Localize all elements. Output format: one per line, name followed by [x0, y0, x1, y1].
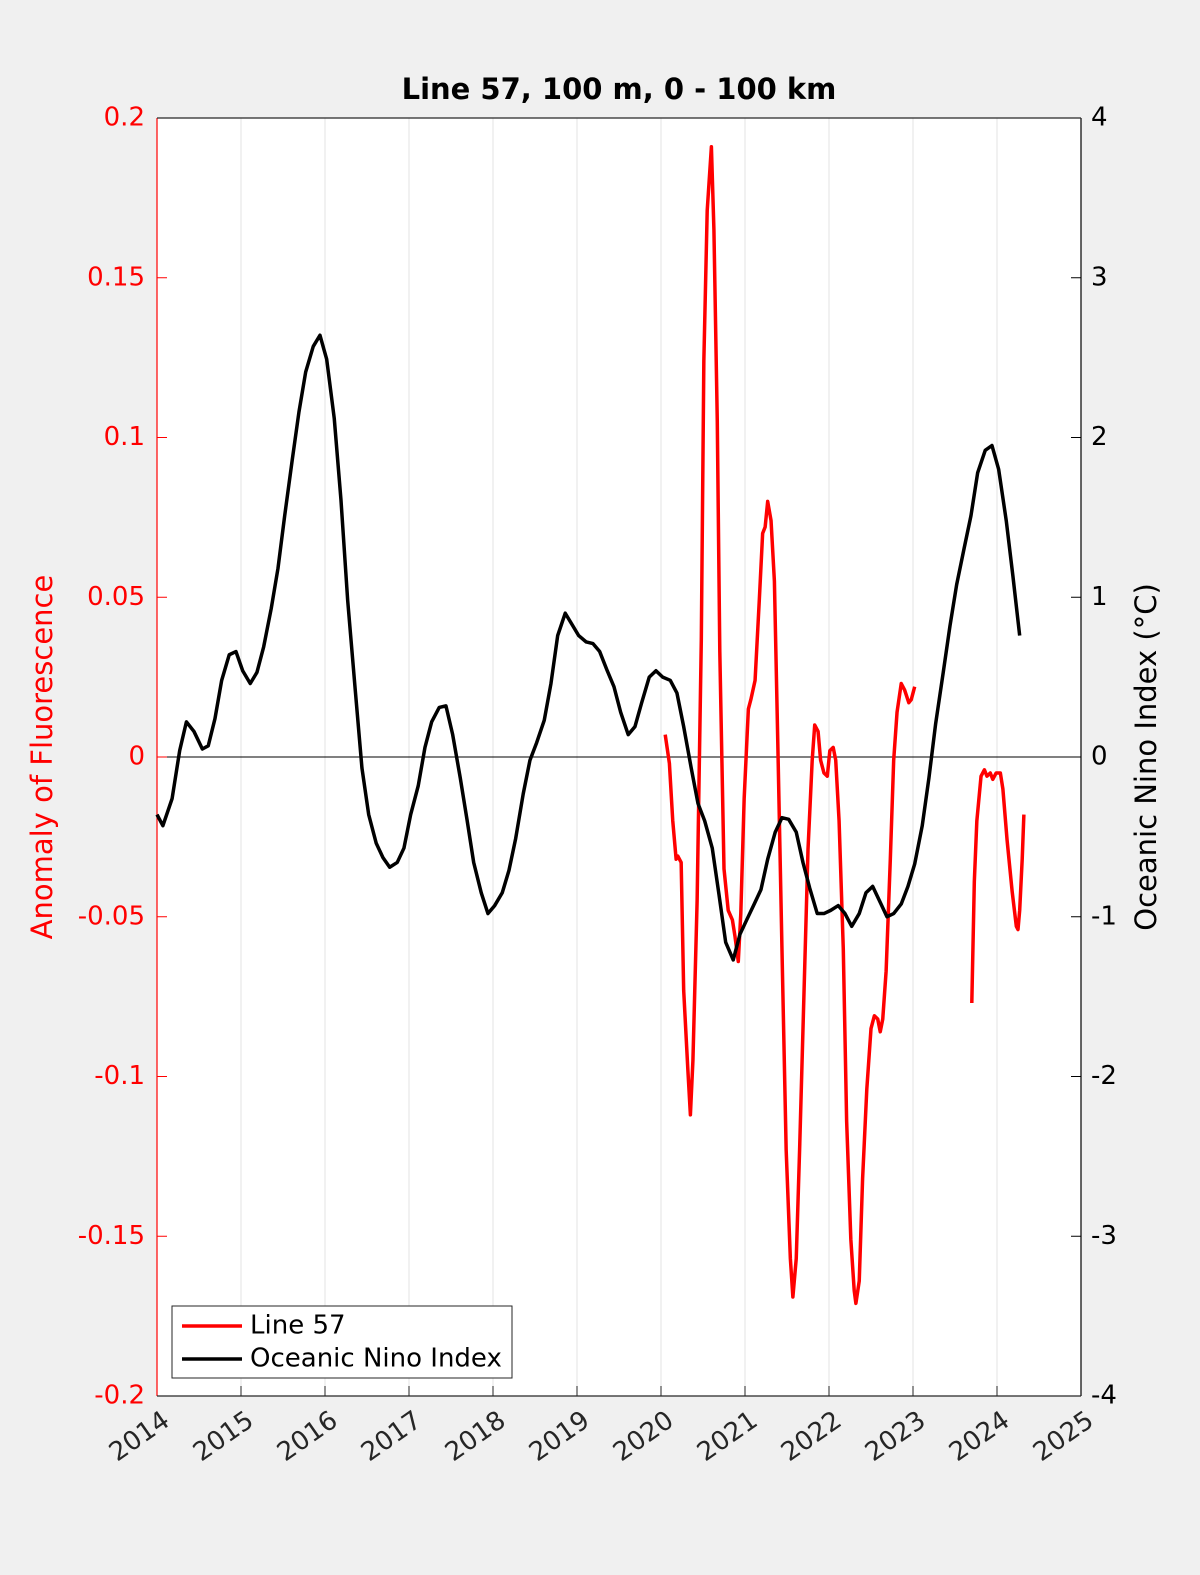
y2-tick-label: 3: [1091, 262, 1108, 292]
legend-box: [171, 1305, 513, 1379]
y-axis-label: Anomaly of Fluorescence: [25, 575, 59, 940]
y2-tick-label: 4: [1091, 103, 1108, 133]
y-tick-label: 0.2: [104, 103, 145, 133]
series-line: [663, 145, 1026, 1306]
x-tick-label: 2016: [272, 1405, 343, 1468]
series-line: [155, 333, 1022, 962]
y2-tick-label: -3: [1091, 1221, 1117, 1251]
x-tick-label: 2015: [188, 1405, 259, 1468]
x-tick-label: 2025: [1028, 1405, 1099, 1468]
y2-tick-label: -1: [1091, 901, 1117, 931]
y-tick-label: 0.1: [104, 422, 145, 452]
x-tick-label: 2017: [356, 1405, 427, 1468]
x-tick-label: 2021: [692, 1405, 763, 1468]
y2-tick-label: 0: [1091, 742, 1108, 772]
chart-title: Line 57, 100 m, 0 - 100 km: [402, 72, 837, 106]
y-tick-label: 0.15: [87, 262, 145, 292]
legend-label: Oceanic Nino Index: [250, 1344, 502, 1374]
x-tick-label: 2018: [440, 1405, 511, 1468]
x-tick-label: 2014: [104, 1405, 175, 1468]
y2-tick-label: 2: [1091, 422, 1108, 452]
y2-tick-label: 1: [1091, 582, 1108, 612]
y-tick-label: -0.2: [94, 1381, 145, 1411]
x-tick-label: 2023: [860, 1405, 931, 1468]
x-tick-label: 2020: [608, 1405, 679, 1468]
x-tick-label: 2024: [944, 1405, 1015, 1468]
legend-label: Line 57: [250, 1311, 346, 1341]
y2-axis-label: Oceanic Nino Index (°C): [1129, 583, 1163, 931]
y-tick-label: -0.05: [78, 901, 145, 931]
y-tick-label: -0.15: [78, 1221, 145, 1251]
y2-tick-label: -2: [1091, 1061, 1117, 1091]
y-tick-label: 0: [128, 742, 145, 772]
x-tick-label: 2019: [524, 1405, 595, 1468]
y2-tick-label: -4: [1091, 1381, 1117, 1411]
y-tick-label: -0.1: [94, 1061, 145, 1091]
y-tick-label: 0.05: [87, 582, 145, 612]
x-tick-label: 2022: [776, 1405, 847, 1468]
